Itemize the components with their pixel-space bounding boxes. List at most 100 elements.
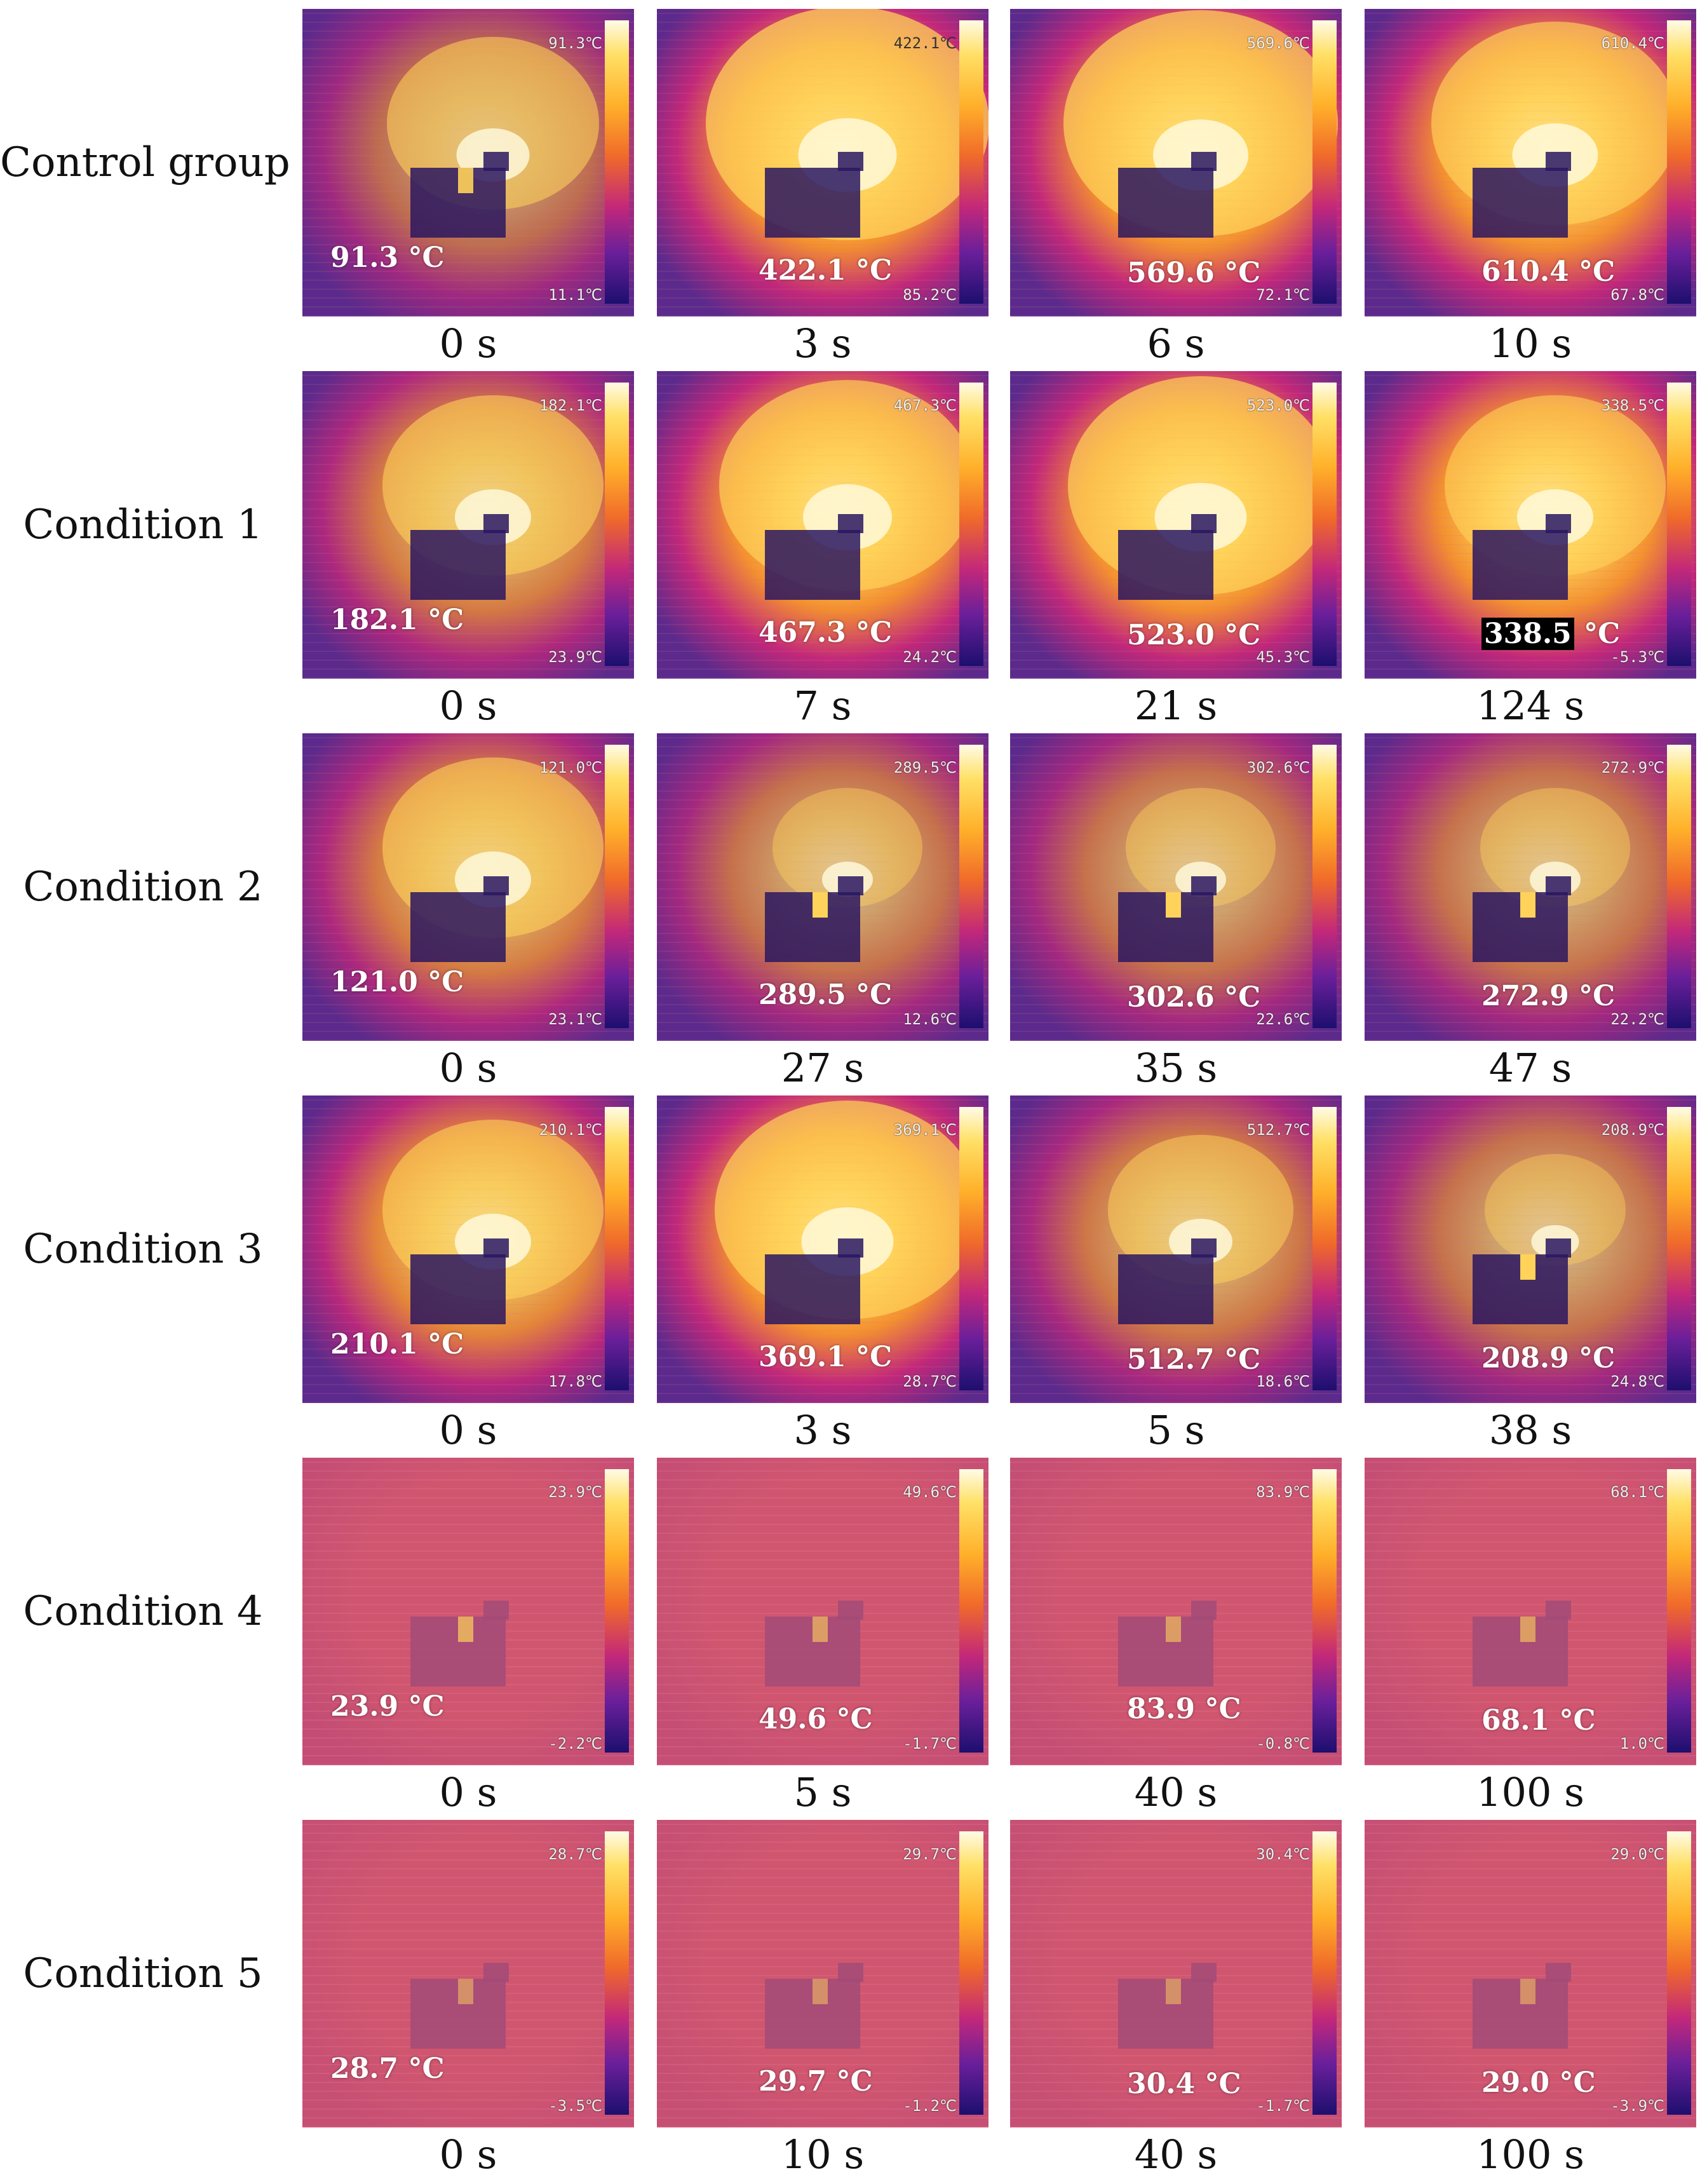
scale-max-label: 467.3℃ bbox=[893, 397, 957, 414]
scanline bbox=[1010, 1728, 1342, 1730]
row-label: Condition 2 bbox=[23, 864, 263, 911]
scanline bbox=[302, 280, 634, 281]
thermal-scene bbox=[302, 1095, 634, 1403]
scanline bbox=[1010, 1348, 1342, 1350]
scanline bbox=[1010, 995, 1342, 996]
hot-cell bbox=[458, 1617, 473, 1642]
hot-cell bbox=[1520, 1254, 1535, 1280]
peak-temperature-label: 29.0 °C bbox=[1481, 2066, 1596, 2099]
temperature-color-scale bbox=[1312, 745, 1337, 1028]
temperature-color-scale bbox=[959, 1469, 983, 1753]
scanline bbox=[1010, 1746, 1342, 1747]
scanline bbox=[1010, 660, 1342, 661]
scanline bbox=[1365, 746, 1696, 747]
scanline bbox=[657, 968, 988, 970]
thermal-scene bbox=[1010, 371, 1342, 679]
scanline bbox=[1365, 1746, 1696, 1747]
scanline bbox=[1010, 1479, 1342, 1481]
scanline bbox=[302, 1533, 634, 1534]
scanline bbox=[302, 1542, 634, 1543]
scanline bbox=[657, 1559, 988, 1561]
time-label: 0 s bbox=[439, 1045, 497, 1091]
scanline bbox=[657, 1515, 988, 1516]
scanline bbox=[657, 1859, 988, 1861]
scanline bbox=[302, 2082, 634, 2083]
scanline bbox=[1010, 1462, 1342, 1463]
scanline bbox=[1365, 1728, 1696, 1730]
scanline bbox=[1010, 642, 1342, 643]
flame-plume bbox=[1126, 788, 1276, 907]
scanline bbox=[1365, 1975, 1696, 1976]
hot-cell bbox=[813, 1617, 828, 1642]
scanline bbox=[1365, 1850, 1696, 1852]
scanline bbox=[302, 1728, 634, 1730]
scanline bbox=[1010, 1366, 1342, 1367]
scanline bbox=[1010, 737, 1342, 738]
flame-plume bbox=[1485, 1154, 1626, 1266]
thermal-image-tile: 338.5℃ -5.3℃ 338.5 °C bbox=[1365, 371, 1696, 679]
scanline bbox=[1010, 615, 1342, 616]
scanline bbox=[1365, 1179, 1696, 1181]
heat-glow bbox=[1010, 1820, 1342, 2127]
scanline bbox=[302, 1755, 634, 1756]
scanline bbox=[657, 1877, 988, 1878]
scanline bbox=[1365, 773, 1696, 774]
scanline bbox=[302, 1559, 634, 1561]
scanline bbox=[302, 244, 634, 245]
scanline bbox=[1365, 651, 1696, 652]
scanline bbox=[302, 1764, 634, 1765]
scanline bbox=[657, 782, 988, 783]
heat-glow bbox=[1365, 1095, 1696, 1403]
thermal-scene bbox=[657, 1820, 988, 2127]
heat-glow bbox=[1365, 733, 1696, 1041]
scanline bbox=[1365, 1099, 1696, 1101]
scanline bbox=[1010, 1868, 1342, 1869]
battery-terminal bbox=[483, 1963, 509, 1982]
scanline bbox=[657, 1913, 988, 1914]
scanline bbox=[1365, 1233, 1696, 1234]
peak-temperature-label: 523.0 °C bbox=[1127, 619, 1261, 651]
scanline bbox=[1365, 1108, 1696, 1109]
scale-min-label: 11.1℃ bbox=[548, 286, 602, 304]
scanline bbox=[657, 1402, 988, 1403]
scanline bbox=[657, 755, 988, 756]
scanline bbox=[302, 1850, 634, 1852]
scanline bbox=[1365, 1595, 1696, 1596]
scanline bbox=[1365, 1966, 1696, 1967]
scanline bbox=[1365, 1577, 1696, 1578]
scanline bbox=[1010, 1488, 1342, 1489]
hot-cell bbox=[458, 1979, 473, 2004]
scanline bbox=[657, 1524, 988, 1525]
scanline bbox=[1365, 1251, 1696, 1252]
scanline bbox=[1365, 1877, 1696, 1878]
scale-max-label: 569.6℃ bbox=[1246, 34, 1310, 52]
scanline bbox=[657, 790, 988, 792]
time-label: 35 s bbox=[1134, 1045, 1218, 1091]
scanline bbox=[1010, 651, 1342, 652]
scanline bbox=[1365, 1719, 1696, 1721]
scanline bbox=[302, 1004, 634, 1005]
scanline bbox=[1365, 1488, 1696, 1489]
scanline bbox=[1010, 2117, 1342, 2119]
heat-glow bbox=[1010, 733, 1342, 1041]
battery-terminal bbox=[1546, 1963, 1571, 1982]
scale-min-label: -3.5℃ bbox=[548, 2097, 602, 2115]
scale-min-label: -3.9℃ bbox=[1610, 2097, 1664, 2115]
scanline bbox=[1365, 853, 1696, 854]
row-label: Condition 1 bbox=[23, 501, 263, 548]
thermal-image-tile: 29.7℃ -1.2℃ 29.7 °C bbox=[657, 1820, 988, 2127]
scanline bbox=[657, 773, 988, 774]
scanline bbox=[302, 1975, 634, 1976]
time-label: 10 s bbox=[781, 2131, 865, 2178]
scanline bbox=[1365, 844, 1696, 845]
scanline bbox=[302, 977, 634, 979]
scanline bbox=[302, 1904, 634, 1905]
scanline bbox=[1010, 1719, 1342, 1721]
scanline bbox=[1010, 871, 1342, 872]
scanline bbox=[657, 1542, 988, 1543]
scanline bbox=[657, 986, 988, 987]
scanline bbox=[1365, 1242, 1696, 1243]
scanline bbox=[1365, 1913, 1696, 1914]
thermal-scene bbox=[302, 1820, 634, 2127]
scanline bbox=[657, 271, 988, 272]
